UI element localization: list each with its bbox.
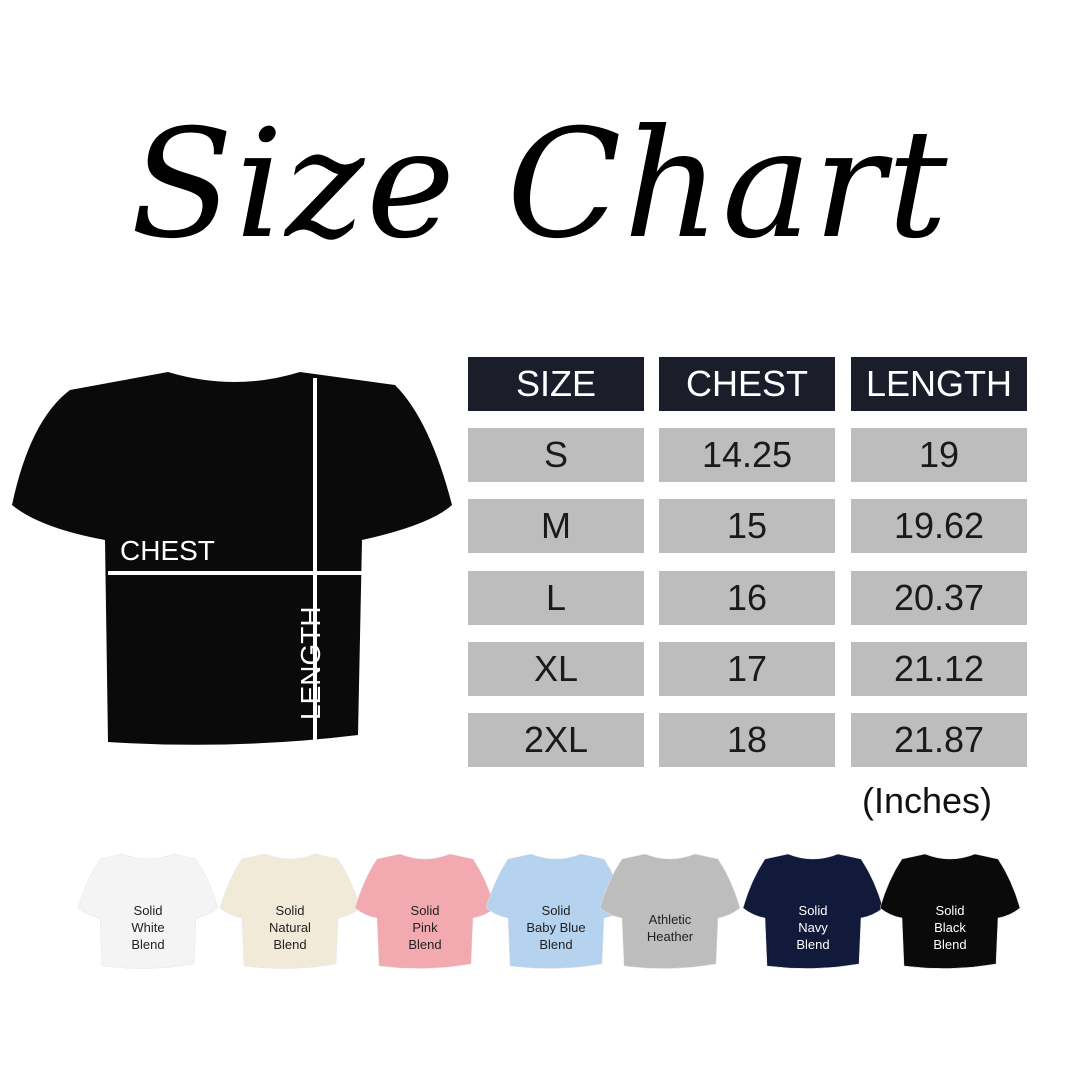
color-name-line: Pink bbox=[412, 920, 438, 935]
shirt-icon bbox=[12, 372, 452, 745]
header-chest: CHEST bbox=[659, 357, 835, 411]
color-name: Solid Navy Blend bbox=[743, 902, 883, 953]
shirt-icon bbox=[355, 853, 495, 969]
color-name-line: Navy bbox=[798, 920, 828, 935]
shirt-icon bbox=[880, 853, 1020, 969]
table-cell: 14.25 bbox=[659, 428, 835, 482]
color-name-line: Solid bbox=[798, 903, 828, 918]
color-name-line: Natural bbox=[269, 920, 311, 935]
color-name-line: Blend bbox=[796, 937, 830, 952]
table-cell: M bbox=[468, 499, 644, 553]
shirt-icon bbox=[78, 853, 218, 969]
color-swatch: Solid White Blend bbox=[78, 850, 218, 970]
table-cell: XL bbox=[468, 642, 644, 696]
length-label: LENGTH bbox=[295, 606, 326, 720]
shirt-icon bbox=[743, 853, 883, 969]
color-name-line: Blend bbox=[131, 937, 165, 952]
color-name-line: Solid bbox=[410, 903, 440, 918]
shirt-icon bbox=[486, 853, 626, 969]
color-name-line: Baby Blue bbox=[526, 920, 586, 935]
color-name: Solid Black Blend bbox=[880, 902, 1020, 953]
table-cell: 15 bbox=[659, 499, 835, 553]
color-name-line: Blend bbox=[408, 937, 442, 952]
color-swatch: Solid Black Blend bbox=[880, 850, 1020, 970]
header-size: SIZE bbox=[468, 357, 644, 411]
table-cell: 19 bbox=[851, 428, 1027, 482]
color-name: Solid White Blend bbox=[78, 902, 218, 953]
color-name-line: Solid bbox=[133, 903, 163, 918]
color-swatch: Solid Baby Blue Blend bbox=[486, 850, 626, 970]
color-name-line: Athletic bbox=[648, 912, 692, 927]
shirt-icon bbox=[220, 853, 360, 969]
shirt-icon bbox=[600, 853, 740, 969]
table-cell: L bbox=[468, 571, 644, 625]
table-cell: 18 bbox=[659, 713, 835, 767]
table-cell: 19.62 bbox=[851, 499, 1027, 553]
color-swatch: Athletic Heather bbox=[600, 850, 740, 970]
table-cell: 21.12 bbox=[851, 642, 1027, 696]
color-name-line: Solid bbox=[935, 903, 965, 918]
color-name-line: Solid bbox=[275, 903, 305, 918]
color-swatch: Solid Navy Blend bbox=[743, 850, 883, 970]
shirt-diagram: CHEST LENGTH bbox=[0, 360, 470, 765]
page-title: Size Chart bbox=[130, 98, 950, 272]
color-name-line: Heather bbox=[646, 929, 694, 944]
color-name-line: White bbox=[131, 920, 165, 935]
table-cell: 16 bbox=[659, 571, 835, 625]
table-cell: 20.37 bbox=[851, 571, 1027, 625]
color-name: Solid Pink Blend bbox=[355, 902, 495, 953]
units-label: (Inches) bbox=[862, 780, 993, 821]
color-name-line: Blend bbox=[273, 937, 307, 952]
table-cell: 17 bbox=[659, 642, 835, 696]
header-length: LENGTH bbox=[851, 357, 1027, 411]
color-name-line: Solid bbox=[541, 903, 571, 918]
color-name: Solid Natural Blend bbox=[220, 902, 360, 953]
table-cell: S bbox=[468, 428, 644, 482]
color-swatch: Solid Pink Blend bbox=[355, 850, 495, 970]
color-name-line: Black bbox=[934, 920, 966, 935]
color-name: Solid Baby Blue Blend bbox=[486, 902, 626, 953]
table-cell: 2XL bbox=[468, 713, 644, 767]
color-name-line: Blend bbox=[539, 937, 573, 952]
color-swatch: Solid Natural Blend bbox=[220, 850, 360, 970]
chest-label: CHEST bbox=[120, 535, 215, 566]
color-name: Athletic Heather bbox=[600, 911, 740, 945]
table-cell: 21.87 bbox=[851, 713, 1027, 767]
color-name-line: Blend bbox=[933, 937, 967, 952]
